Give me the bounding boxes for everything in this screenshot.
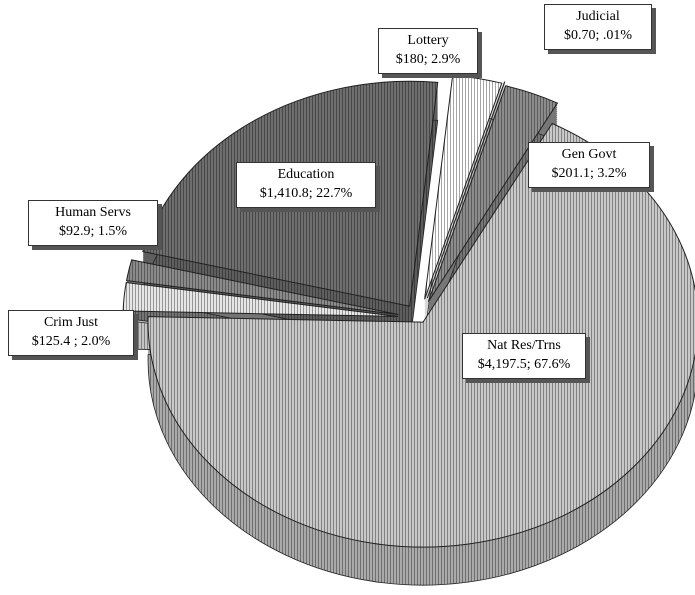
slice-side [427, 84, 505, 301]
slice-name: Education [277, 167, 335, 182]
slice-texture [428, 85, 558, 302]
slice-value: $180; 2.9% [395, 51, 461, 67]
slice-texture [424, 75, 502, 300]
slice-value: $1,410.8; 22.7% [259, 185, 353, 201]
slice-label: Lottery $180; 2.9% [378, 28, 478, 74]
slice-label: Judicial $0.70; .01% [544, 4, 652, 50]
slice-name: Crim Just [43, 315, 99, 330]
slice-value: $4,197.5; 67.6% [477, 356, 571, 372]
slice-value: $201.1; 3.2% [551, 165, 627, 181]
slice-label: Gen Govt $201.1; 3.2% [528, 142, 650, 188]
slice-texture [123, 282, 399, 317]
slice-label: Crim Just $125.4 ; 2.0% [8, 310, 134, 356]
slice-value: $0.70; .01% [563, 27, 633, 43]
slice-label: Education $1,410.8; 22.7% [236, 162, 376, 208]
slice-texture [427, 82, 505, 299]
slice-texture [148, 123, 695, 548]
slice-name: Nat Res/Trns [487, 338, 561, 353]
slice-side [427, 86, 505, 303]
slice-value: $125.4 ; 2.0% [31, 333, 111, 349]
slice-label: Nat Res/Trns $4,197.5; 67.6% [462, 333, 586, 379]
slice-name: Human Servs [55, 205, 131, 220]
slice-name: Judicial [576, 9, 620, 24]
slice-name: Gen Govt [561, 147, 617, 162]
slice-name: Lottery [407, 33, 449, 48]
slice-texture [126, 259, 399, 315]
slice-label: Human Servs $92.9; 1.5% [28, 200, 158, 246]
slice-value: $92.9; 1.5% [58, 223, 128, 239]
